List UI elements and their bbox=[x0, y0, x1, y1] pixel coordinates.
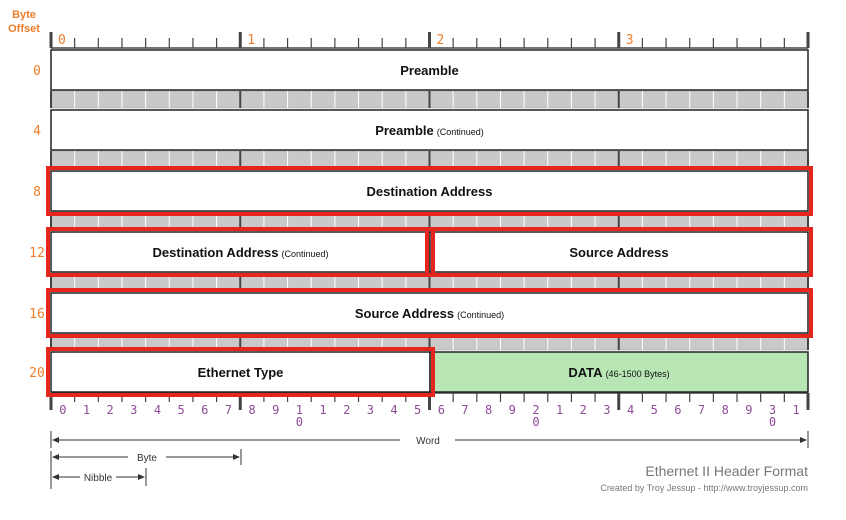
row-byte-offset: 16 bbox=[29, 307, 45, 322]
row-byte-offset: 12 bbox=[29, 246, 45, 261]
bit-number-label: 6 bbox=[674, 403, 681, 417]
footer-credit: Created by Troy Jessup - http://www.troy… bbox=[600, 483, 808, 493]
row-byte-offset: 4 bbox=[33, 124, 41, 139]
bit-number-label: 9 bbox=[509, 403, 516, 417]
field-highlight-box bbox=[425, 227, 813, 277]
field-highlight-box bbox=[46, 166, 813, 216]
word-dimension: Word bbox=[50, 431, 809, 448]
column-byte-label: 3 bbox=[626, 33, 634, 48]
field-label: Source Address bbox=[569, 245, 668, 260]
bit-number-label: 3 bbox=[130, 403, 137, 417]
bit-number-label: 2 bbox=[343, 403, 350, 417]
bit-number-label: 1 bbox=[319, 403, 326, 417]
bit-number-label: 3 bbox=[769, 403, 776, 417]
bit-number-label: 7 bbox=[225, 403, 232, 417]
bit-number-label: 2 bbox=[107, 403, 114, 417]
field-label: Ethernet Type bbox=[198, 365, 284, 380]
field-cell bbox=[50, 351, 431, 393]
field-cell bbox=[50, 231, 431, 273]
nibble-dimension: Nibble bbox=[52, 468, 147, 486]
row-byte-offset: 0 bbox=[33, 64, 41, 79]
column-byte-label: 2 bbox=[437, 33, 445, 48]
bit-number-label: 4 bbox=[627, 403, 634, 417]
bit-number-label: 2 bbox=[532, 403, 539, 417]
byte-offset-label-line2: Offset bbox=[8, 23, 40, 35]
bit-number-label: 3 bbox=[367, 403, 374, 417]
bit-number-label: 6 bbox=[201, 403, 208, 417]
field-label: Destination Address (Continued) bbox=[153, 245, 329, 260]
bit-number-label: 9 bbox=[272, 403, 279, 417]
bit-number-label: 3 bbox=[603, 403, 610, 417]
bit-number-label: 9 bbox=[745, 403, 752, 417]
bit-number-label: 5 bbox=[414, 403, 421, 417]
field-label: Destination Address bbox=[367, 184, 493, 199]
field-cell bbox=[50, 170, 809, 212]
field-label: DATA (46-1500 Bytes) bbox=[568, 365, 669, 380]
bit-number-label: 6 bbox=[438, 403, 445, 417]
field-cell bbox=[50, 109, 809, 151]
bit-number-label: 1 bbox=[793, 403, 800, 417]
bit-number-label: 4 bbox=[154, 403, 161, 417]
field-label: Preamble bbox=[400, 63, 459, 78]
bit-number-label: 4 bbox=[390, 403, 397, 417]
column-byte-label: 0 bbox=[58, 33, 66, 48]
byte-offset-label-line1: Byte bbox=[12, 9, 36, 21]
bit-number-label: 5 bbox=[177, 403, 184, 417]
bit-number-label: 1 bbox=[556, 403, 563, 417]
field-cell bbox=[429, 231, 809, 273]
bit-number-label: 0 bbox=[769, 415, 776, 429]
bit-number-label: 2 bbox=[580, 403, 587, 417]
field-label: Preamble (Continued) bbox=[375, 123, 484, 138]
field-cell bbox=[50, 292, 809, 334]
word-label: Word bbox=[416, 436, 440, 447]
bit-number-label: 1 bbox=[83, 403, 90, 417]
bit-number-label: 1 bbox=[296, 403, 303, 417]
field-cell bbox=[429, 351, 809, 393]
field-highlight-box bbox=[46, 227, 435, 277]
bit-number-label: 8 bbox=[248, 403, 255, 417]
row-byte-offset: 20 bbox=[29, 366, 45, 381]
footer-title: Ethernet II Header Format bbox=[645, 463, 808, 479]
field-highlight-box bbox=[46, 288, 813, 338]
bit-number-label: 8 bbox=[722, 403, 729, 417]
bit-number-label: 7 bbox=[698, 403, 705, 417]
nibble-label: Nibble bbox=[84, 473, 113, 484]
byte-label: Byte bbox=[137, 453, 157, 464]
bit-number-label: 0 bbox=[59, 403, 66, 417]
byte-dimension: Byte bbox=[50, 449, 242, 489]
bit-number-label: 7 bbox=[461, 403, 468, 417]
field-label: Source Address (Continued) bbox=[355, 306, 504, 321]
field-cell bbox=[50, 49, 809, 91]
bit-number-label: 5 bbox=[651, 403, 658, 417]
bit-number-label: 0 bbox=[296, 415, 303, 429]
row-byte-offset: 8 bbox=[33, 185, 41, 200]
column-byte-label: 1 bbox=[247, 33, 255, 48]
bit-number-label: 8 bbox=[485, 403, 492, 417]
field-highlight-box bbox=[46, 347, 435, 397]
bit-number-label: 0 bbox=[532, 415, 539, 429]
